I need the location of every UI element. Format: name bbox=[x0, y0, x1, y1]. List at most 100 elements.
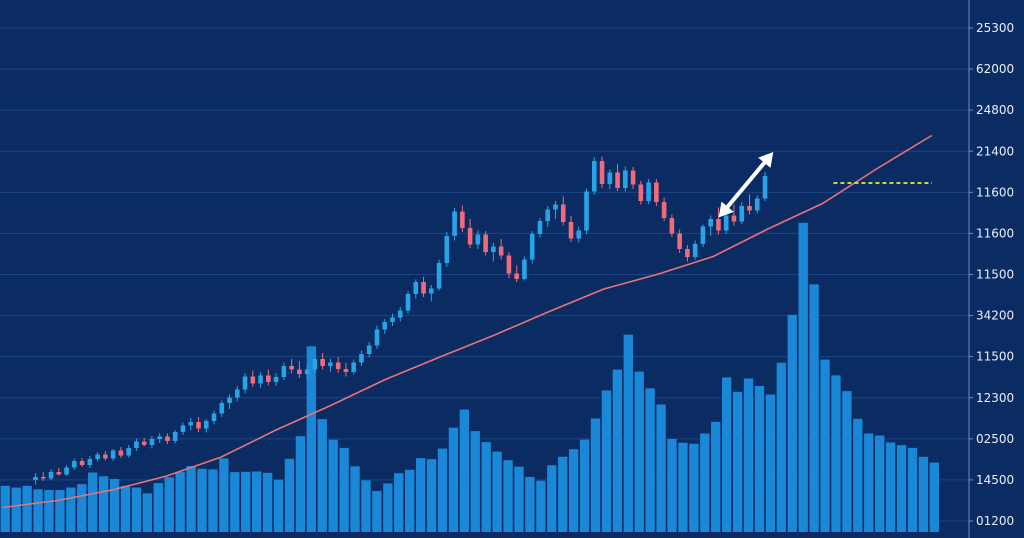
volume-bar bbox=[361, 480, 371, 532]
candle-body bbox=[234, 389, 240, 398]
volume-bar bbox=[197, 468, 207, 532]
volume-bar bbox=[142, 493, 153, 532]
candle-body bbox=[685, 249, 690, 257]
candle-body bbox=[390, 317, 395, 322]
volume-bar bbox=[372, 490, 382, 532]
volume-bar bbox=[831, 375, 841, 532]
volume-bar bbox=[44, 489, 54, 532]
price-tick-label: 62000 bbox=[976, 62, 1014, 76]
volume-bar bbox=[503, 460, 513, 532]
candle-body bbox=[491, 246, 496, 252]
volume-bar bbox=[536, 480, 546, 532]
candle-body bbox=[747, 206, 752, 211]
volume-bar bbox=[219, 458, 229, 532]
volume-bar bbox=[689, 443, 699, 532]
volume-bar bbox=[787, 314, 797, 532]
candle-body bbox=[79, 461, 85, 465]
volume-bar bbox=[918, 456, 929, 532]
price-axis: 25300 62000 24800 21400 11600 11600 11500 34200… bbox=[968, 0, 1014, 538]
candle-body bbox=[700, 226, 706, 244]
volume-bar bbox=[667, 438, 677, 532]
candle-body bbox=[258, 375, 263, 384]
candle-body bbox=[87, 459, 93, 465]
volume-bar bbox=[907, 447, 918, 532]
price-tick-label: 24800 bbox=[976, 103, 1014, 117]
candle-body bbox=[475, 234, 481, 245]
trend-arrow bbox=[718, 152, 774, 218]
volume-bar bbox=[448, 427, 459, 532]
arrow-head-up bbox=[758, 152, 774, 168]
volume-bar bbox=[765, 394, 776, 532]
candle-body bbox=[281, 366, 287, 377]
price-tick-label: 25300 bbox=[976, 21, 1014, 35]
arrow-shaft bbox=[723, 158, 769, 212]
volume-bar bbox=[721, 377, 732, 532]
volume-bar bbox=[929, 462, 939, 532]
candle-body bbox=[95, 454, 100, 459]
candle-body bbox=[483, 234, 488, 252]
volume-bar bbox=[273, 479, 284, 532]
candle-body bbox=[33, 477, 38, 480]
volume-bar bbox=[711, 421, 721, 532]
price-tick-label: 11500 bbox=[976, 268, 1014, 282]
moving-average-line bbox=[2, 134, 933, 509]
price-tick-label: 21400 bbox=[976, 144, 1014, 158]
volume-bar bbox=[131, 487, 142, 532]
candle-body bbox=[320, 359, 325, 366]
volume-bar bbox=[820, 359, 830, 532]
candle-body bbox=[537, 221, 543, 234]
volume-bar bbox=[678, 442, 688, 532]
volume-bar bbox=[623, 334, 633, 532]
candle-body bbox=[607, 172, 613, 184]
volume-bar bbox=[11, 487, 21, 532]
candle-body bbox=[242, 376, 248, 390]
volume-bar bbox=[656, 404, 666, 532]
candle-body bbox=[266, 375, 271, 382]
price-tick-label: 11600 bbox=[976, 226, 1014, 240]
price-tick-label: 02500 bbox=[976, 432, 1014, 446]
candle-body bbox=[421, 282, 426, 294]
volume-bar bbox=[241, 471, 251, 532]
volume-bar bbox=[732, 391, 743, 532]
candle-body bbox=[522, 259, 527, 279]
candle-body bbox=[560, 204, 566, 222]
price-tick-label: 11500 bbox=[976, 350, 1014, 364]
volume-bar bbox=[120, 485, 131, 532]
volume-bar bbox=[164, 477, 174, 532]
volume-bar bbox=[339, 447, 349, 532]
volume-bar bbox=[492, 451, 502, 532]
volume-bar bbox=[186, 465, 196, 532]
volume-bar bbox=[437, 448, 448, 532]
volume-bar bbox=[394, 473, 404, 532]
candle-body bbox=[467, 228, 473, 245]
candle-body bbox=[576, 230, 582, 239]
candle-body bbox=[289, 366, 294, 370]
volume-bar bbox=[896, 445, 907, 532]
candle-body bbox=[328, 362, 333, 366]
volume-bar bbox=[743, 378, 754, 532]
candle-body bbox=[297, 369, 302, 374]
candle-body bbox=[219, 403, 225, 414]
candle-body bbox=[196, 422, 201, 429]
candle-body bbox=[708, 219, 713, 227]
candle-body bbox=[762, 176, 768, 199]
volume-bar bbox=[415, 458, 426, 532]
volume-bar bbox=[350, 466, 360, 532]
candle-body bbox=[180, 425, 186, 432]
candle-body bbox=[126, 448, 131, 456]
candle-body bbox=[273, 377, 279, 382]
candle-body bbox=[669, 218, 675, 234]
candle-body bbox=[250, 376, 256, 384]
candle-body bbox=[506, 255, 512, 274]
candle-body bbox=[429, 288, 434, 294]
volume-bar bbox=[328, 439, 338, 532]
volume-bar bbox=[98, 476, 109, 532]
candle-body bbox=[630, 170, 636, 185]
candle-body bbox=[599, 161, 605, 184]
arrow-head-down bbox=[718, 201, 734, 218]
volume-bars bbox=[0, 222, 939, 532]
volume-bar bbox=[33, 489, 43, 532]
volume-bar bbox=[590, 418, 601, 532]
